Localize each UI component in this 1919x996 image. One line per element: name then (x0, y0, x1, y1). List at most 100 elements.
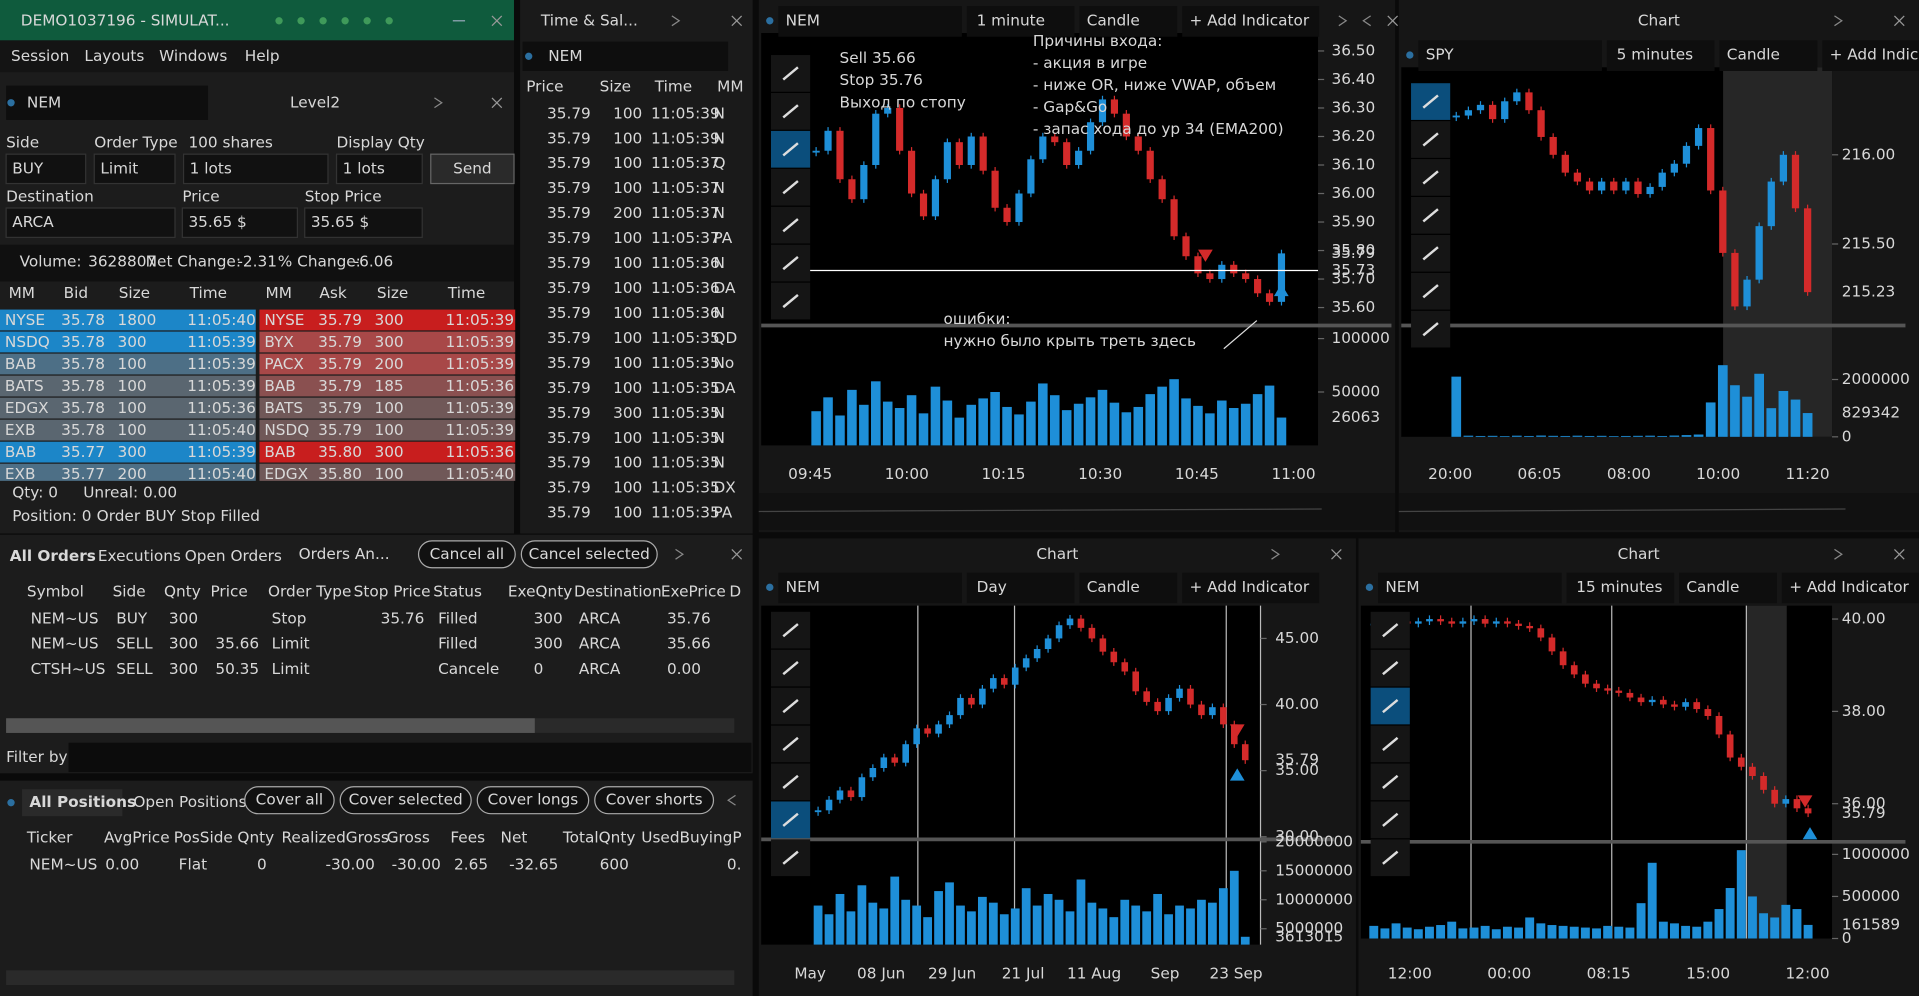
scroll-thumb[interactable] (6, 718, 535, 733)
indicator-box[interactable] (1781, 572, 1919, 604)
y-tick-label: 40.00 (1275, 695, 1319, 713)
ts-cell: 100 (613, 379, 642, 397)
candle (1230, 264, 1238, 274)
input[interactable] (182, 153, 329, 185)
status-dot (385, 17, 393, 25)
style-box[interactable] (1679, 572, 1777, 604)
x-tick-label: 08:15 (1587, 964, 1631, 982)
annotation: - запас хода до ур 34 (EMA200) (1033, 120, 1284, 138)
button-label[interactable]: Cover shorts (606, 791, 703, 809)
input[interactable] (5, 153, 87, 185)
add-indicator[interactable]: + Add Indicator (1789, 578, 1909, 596)
send-button-label[interactable]: Send (453, 159, 492, 177)
candle (1051, 136, 1059, 143)
tab[interactable]: All Positions (29, 793, 136, 811)
y-tick-label: 36.50 (1331, 41, 1375, 59)
candle (1791, 154, 1800, 209)
chevron[interactable] (1362, 15, 1371, 27)
candle (1110, 99, 1119, 114)
tool-icon (782, 104, 799, 119)
filter-input[interactable] (68, 742, 752, 773)
input[interactable] (5, 207, 176, 238)
symbol-box[interactable] (6, 85, 209, 120)
interval-box[interactable] (1566, 572, 1675, 604)
chevron[interactable] (1338, 15, 1348, 27)
button[interactable] (594, 786, 715, 815)
candle (1488, 104, 1497, 120)
book-cell: 100 (117, 399, 146, 417)
volume-bar (1010, 908, 1020, 945)
send-button[interactable] (430, 153, 515, 185)
interval-box[interactable] (1606, 40, 1715, 71)
volume-bar (868, 902, 878, 945)
button-label[interactable]: Cover longs (488, 791, 579, 809)
chevron[interactable] (434, 97, 443, 109)
symbol-box[interactable] (1418, 40, 1602, 71)
input[interactable] (181, 207, 298, 238)
candle (957, 697, 964, 716)
style-box[interactable] (1719, 40, 1818, 71)
candle (1265, 293, 1274, 302)
input[interactable] (335, 153, 423, 185)
chevron[interactable] (1834, 548, 1843, 560)
menu-item[interactable]: Help (245, 47, 280, 65)
chart-symbol: NEM (786, 11, 820, 29)
add-indicator[interactable]: + Add Indicator (1190, 578, 1310, 596)
book-row (259, 375, 516, 397)
volume-bar (1645, 435, 1655, 437)
indicator-box[interactable] (1182, 6, 1320, 37)
symbol-box[interactable] (522, 41, 729, 71)
input[interactable] (304, 207, 423, 238)
style-box[interactable] (1079, 572, 1178, 604)
button-label[interactable]: Cancel selected (529, 545, 650, 563)
symbol-box[interactable] (1377, 572, 1562, 604)
button[interactable] (417, 540, 516, 569)
chevron[interactable] (1834, 15, 1843, 27)
book-cell: 300 (374, 443, 403, 461)
close-icon (731, 15, 743, 27)
scrollbar[interactable] (6, 970, 735, 985)
panel-title: Orders An... (299, 545, 390, 563)
button-label[interactable]: Cover selected (349, 791, 463, 809)
time-sales-panel (520, 0, 753, 534)
tab[interactable]: All Orders (10, 547, 96, 565)
tab[interactable]: Open Orders (185, 547, 282, 565)
input[interactable] (93, 153, 176, 185)
menu-item[interactable]: Windows (159, 47, 227, 65)
ts-header: Size (600, 77, 631, 95)
candle (955, 142, 963, 166)
interval-box[interactable] (966, 572, 1075, 604)
candle (1182, 236, 1190, 257)
button-label[interactable]: Cover all (256, 791, 323, 809)
indicator-box[interactable] (1822, 40, 1919, 71)
tab[interactable]: Executions (98, 547, 181, 565)
indicator-box[interactable] (1182, 572, 1320, 604)
button[interactable] (520, 540, 658, 569)
price-marker: 35.73 (1331, 261, 1375, 279)
menu-item[interactable]: Layouts (84, 47, 144, 65)
volume-bar (1049, 395, 1060, 446)
chevron[interactable] (671, 15, 681, 27)
symbol-box[interactable] (778, 6, 962, 37)
chevron[interactable] (675, 548, 684, 560)
volume-bar (882, 401, 893, 446)
button[interactable] (339, 786, 472, 815)
candle (1593, 683, 1600, 689)
chevron[interactable] (727, 794, 736, 806)
button[interactable] (476, 786, 590, 815)
add-indicator[interactable]: + Add Indica (1830, 46, 1919, 64)
add-indicator[interactable]: + Add Indicator (1190, 11, 1310, 29)
volume-bar (1725, 888, 1735, 939)
symbol-box[interactable] (778, 572, 962, 604)
candle (1220, 707, 1227, 725)
button[interactable] (244, 786, 335, 815)
interval-box[interactable] (966, 6, 1075, 37)
style-box[interactable] (1079, 6, 1178, 37)
chevron[interactable] (1271, 548, 1280, 560)
button-label[interactable]: Cancel all (430, 545, 504, 563)
menu-item[interactable]: Session (11, 47, 69, 65)
tab-active[interactable] (22, 789, 123, 817)
volume-bar (824, 914, 834, 945)
tab[interactable]: Open Positions (133, 793, 246, 811)
candle (1615, 690, 1623, 693)
